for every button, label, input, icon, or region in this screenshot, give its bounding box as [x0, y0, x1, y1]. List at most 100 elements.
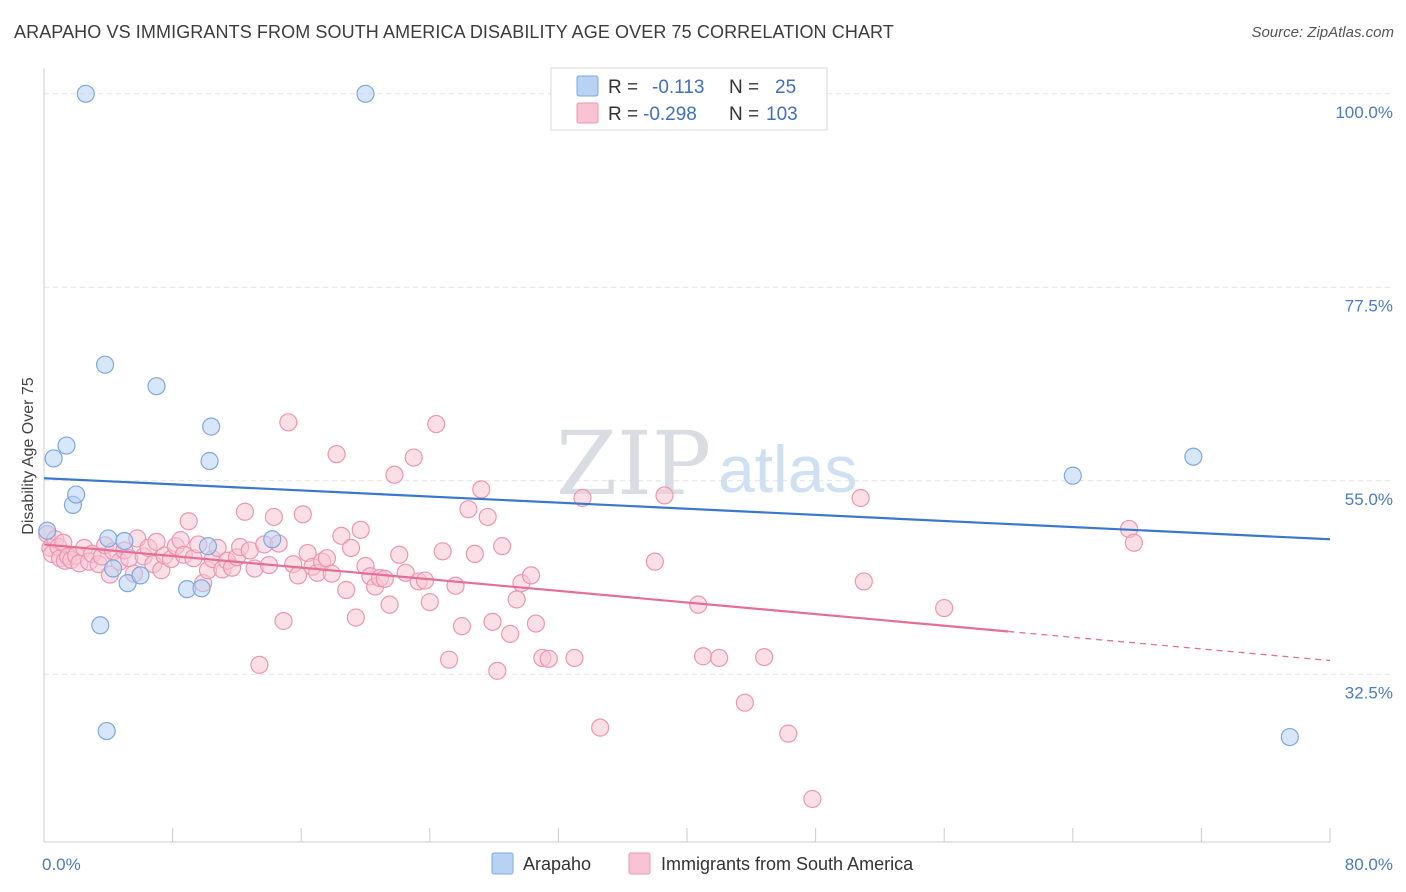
arapaho-point	[44, 449, 63, 468]
immigrants-point	[478, 507, 497, 527]
immigrants-point	[375, 569, 394, 588]
arapaho-n-value: 25	[775, 77, 796, 98]
legend-arapaho-swatch	[491, 852, 514, 875]
watermark: ZIP atlas	[556, 412, 857, 515]
immigrants-point	[264, 507, 283, 527]
immigrants-point	[565, 648, 584, 668]
immigrants-point	[427, 414, 446, 434]
immigrants-point	[274, 611, 293, 631]
arapaho-point	[99, 529, 118, 548]
immigrants-swatch	[576, 102, 599, 124]
immigrants-point	[337, 580, 356, 600]
arapaho-point	[263, 530, 282, 549]
immigrants-point	[493, 537, 512, 556]
watermark-atlas: atlas	[718, 432, 857, 506]
arapaho-point	[147, 377, 166, 396]
immigrants-point	[351, 520, 370, 539]
grid-lines	[44, 93, 1393, 675]
axes	[43, 68, 1331, 843]
immigrants-point	[415, 571, 435, 590]
legend-immigrants-label: Immigrants from South America	[661, 854, 914, 874]
arapaho-point	[192, 579, 211, 598]
immigrants-point	[279, 413, 298, 432]
immigrants-point	[147, 532, 166, 551]
source-label: Source: ZipAtlas.com	[1251, 24, 1394, 41]
immigrants-point	[779, 724, 798, 743]
immigrants-point	[380, 595, 399, 614]
immigrants-point	[452, 617, 472, 636]
immigrants-n-label: N =	[729, 104, 759, 125]
arapaho-r-label: R =	[608, 77, 638, 98]
immigrants-point	[591, 718, 610, 737]
immigrants-point	[439, 650, 459, 669]
immigrants-point	[346, 608, 365, 627]
arapaho-point	[1063, 466, 1082, 485]
arapaho-points	[38, 84, 1299, 747]
series-legend: Arapaho Immigrants from South America	[491, 852, 914, 875]
x-tick-min: 0.0%	[42, 855, 81, 874]
y-tick-label: 32.5%	[1345, 683, 1393, 702]
arapaho-point	[57, 436, 76, 455]
immigrants-point	[472, 480, 491, 499]
immigrants-point	[332, 526, 351, 545]
legend-arapaho-label: Arapaho	[523, 854, 591, 874]
immigrants-point	[179, 512, 198, 531]
immigrants-point	[390, 545, 409, 564]
immigrants-point	[803, 789, 822, 809]
immigrants-point	[385, 465, 404, 484]
y-tick-labels: 100.0% 77.5% 55.0% 32.5%	[1335, 103, 1393, 702]
immigrants-point	[459, 500, 478, 519]
x-tick-max: 80.0%	[1345, 855, 1393, 874]
trend-lines	[43, 477, 1331, 662]
immigrants-point	[420, 592, 439, 612]
arapaho-point	[97, 721, 116, 741]
immigrants-point	[488, 661, 507, 680]
legend-immigrants-swatch	[628, 852, 651, 875]
arapaho-point	[95, 355, 115, 374]
immigrants-point	[317, 549, 337, 568]
immigrants-point	[755, 647, 774, 667]
immigrants-point	[573, 488, 592, 508]
immigrants-point	[693, 647, 713, 666]
y-tick-label: 100.0%	[1335, 103, 1393, 122]
immigrants-point	[327, 445, 346, 464]
arapaho-point	[76, 84, 95, 103]
arapaho-point	[38, 521, 57, 540]
immigrants-point	[655, 486, 674, 505]
immigrants-point	[322, 564, 341, 583]
immigrants-n-value: 103	[766, 104, 798, 125]
immigrants-point	[433, 542, 452, 561]
arapaho-r-value: -0.113	[652, 77, 704, 98]
immigrants-point	[341, 538, 361, 557]
arapaho-point	[202, 417, 221, 436]
arapaho-point	[131, 566, 150, 585]
immigrants-point	[526, 614, 545, 633]
immigrants-point	[501, 624, 520, 643]
stats-legend: R = -0.113 N = 25 R = -0.298 N = 103	[550, 67, 828, 131]
immigrants-point	[250, 655, 269, 674]
arapaho-point	[104, 559, 123, 578]
immigrants-point	[235, 502, 255, 521]
immigrants-point	[521, 566, 541, 585]
arapaho-point	[1184, 447, 1203, 466]
arapaho-point	[1280, 727, 1299, 747]
arapaho-point	[67, 485, 86, 504]
arapaho-point	[198, 537, 218, 556]
immigrants-point	[465, 544, 484, 564]
arapaho-n-label: N =	[729, 77, 759, 98]
immigrants-point	[507, 590, 526, 609]
immigrants-r-value: -0.298	[643, 104, 697, 125]
immigrants-point	[935, 598, 954, 618]
arapaho-point	[91, 616, 110, 635]
arapaho-point	[115, 531, 134, 551]
immigrants-trend-extension	[1008, 630, 1331, 662]
immigrants-point	[645, 552, 664, 571]
immigrants-point	[446, 576, 465, 595]
immigrants-point	[735, 693, 754, 712]
arapaho-point	[200, 451, 219, 471]
immigrants-point	[293, 505, 312, 524]
arapaho-swatch	[576, 75, 599, 97]
immigrants-point	[483, 612, 502, 631]
y-tick-label: 55.0%	[1345, 490, 1393, 509]
y-axis-label: Disability Age Over 75	[20, 377, 37, 535]
